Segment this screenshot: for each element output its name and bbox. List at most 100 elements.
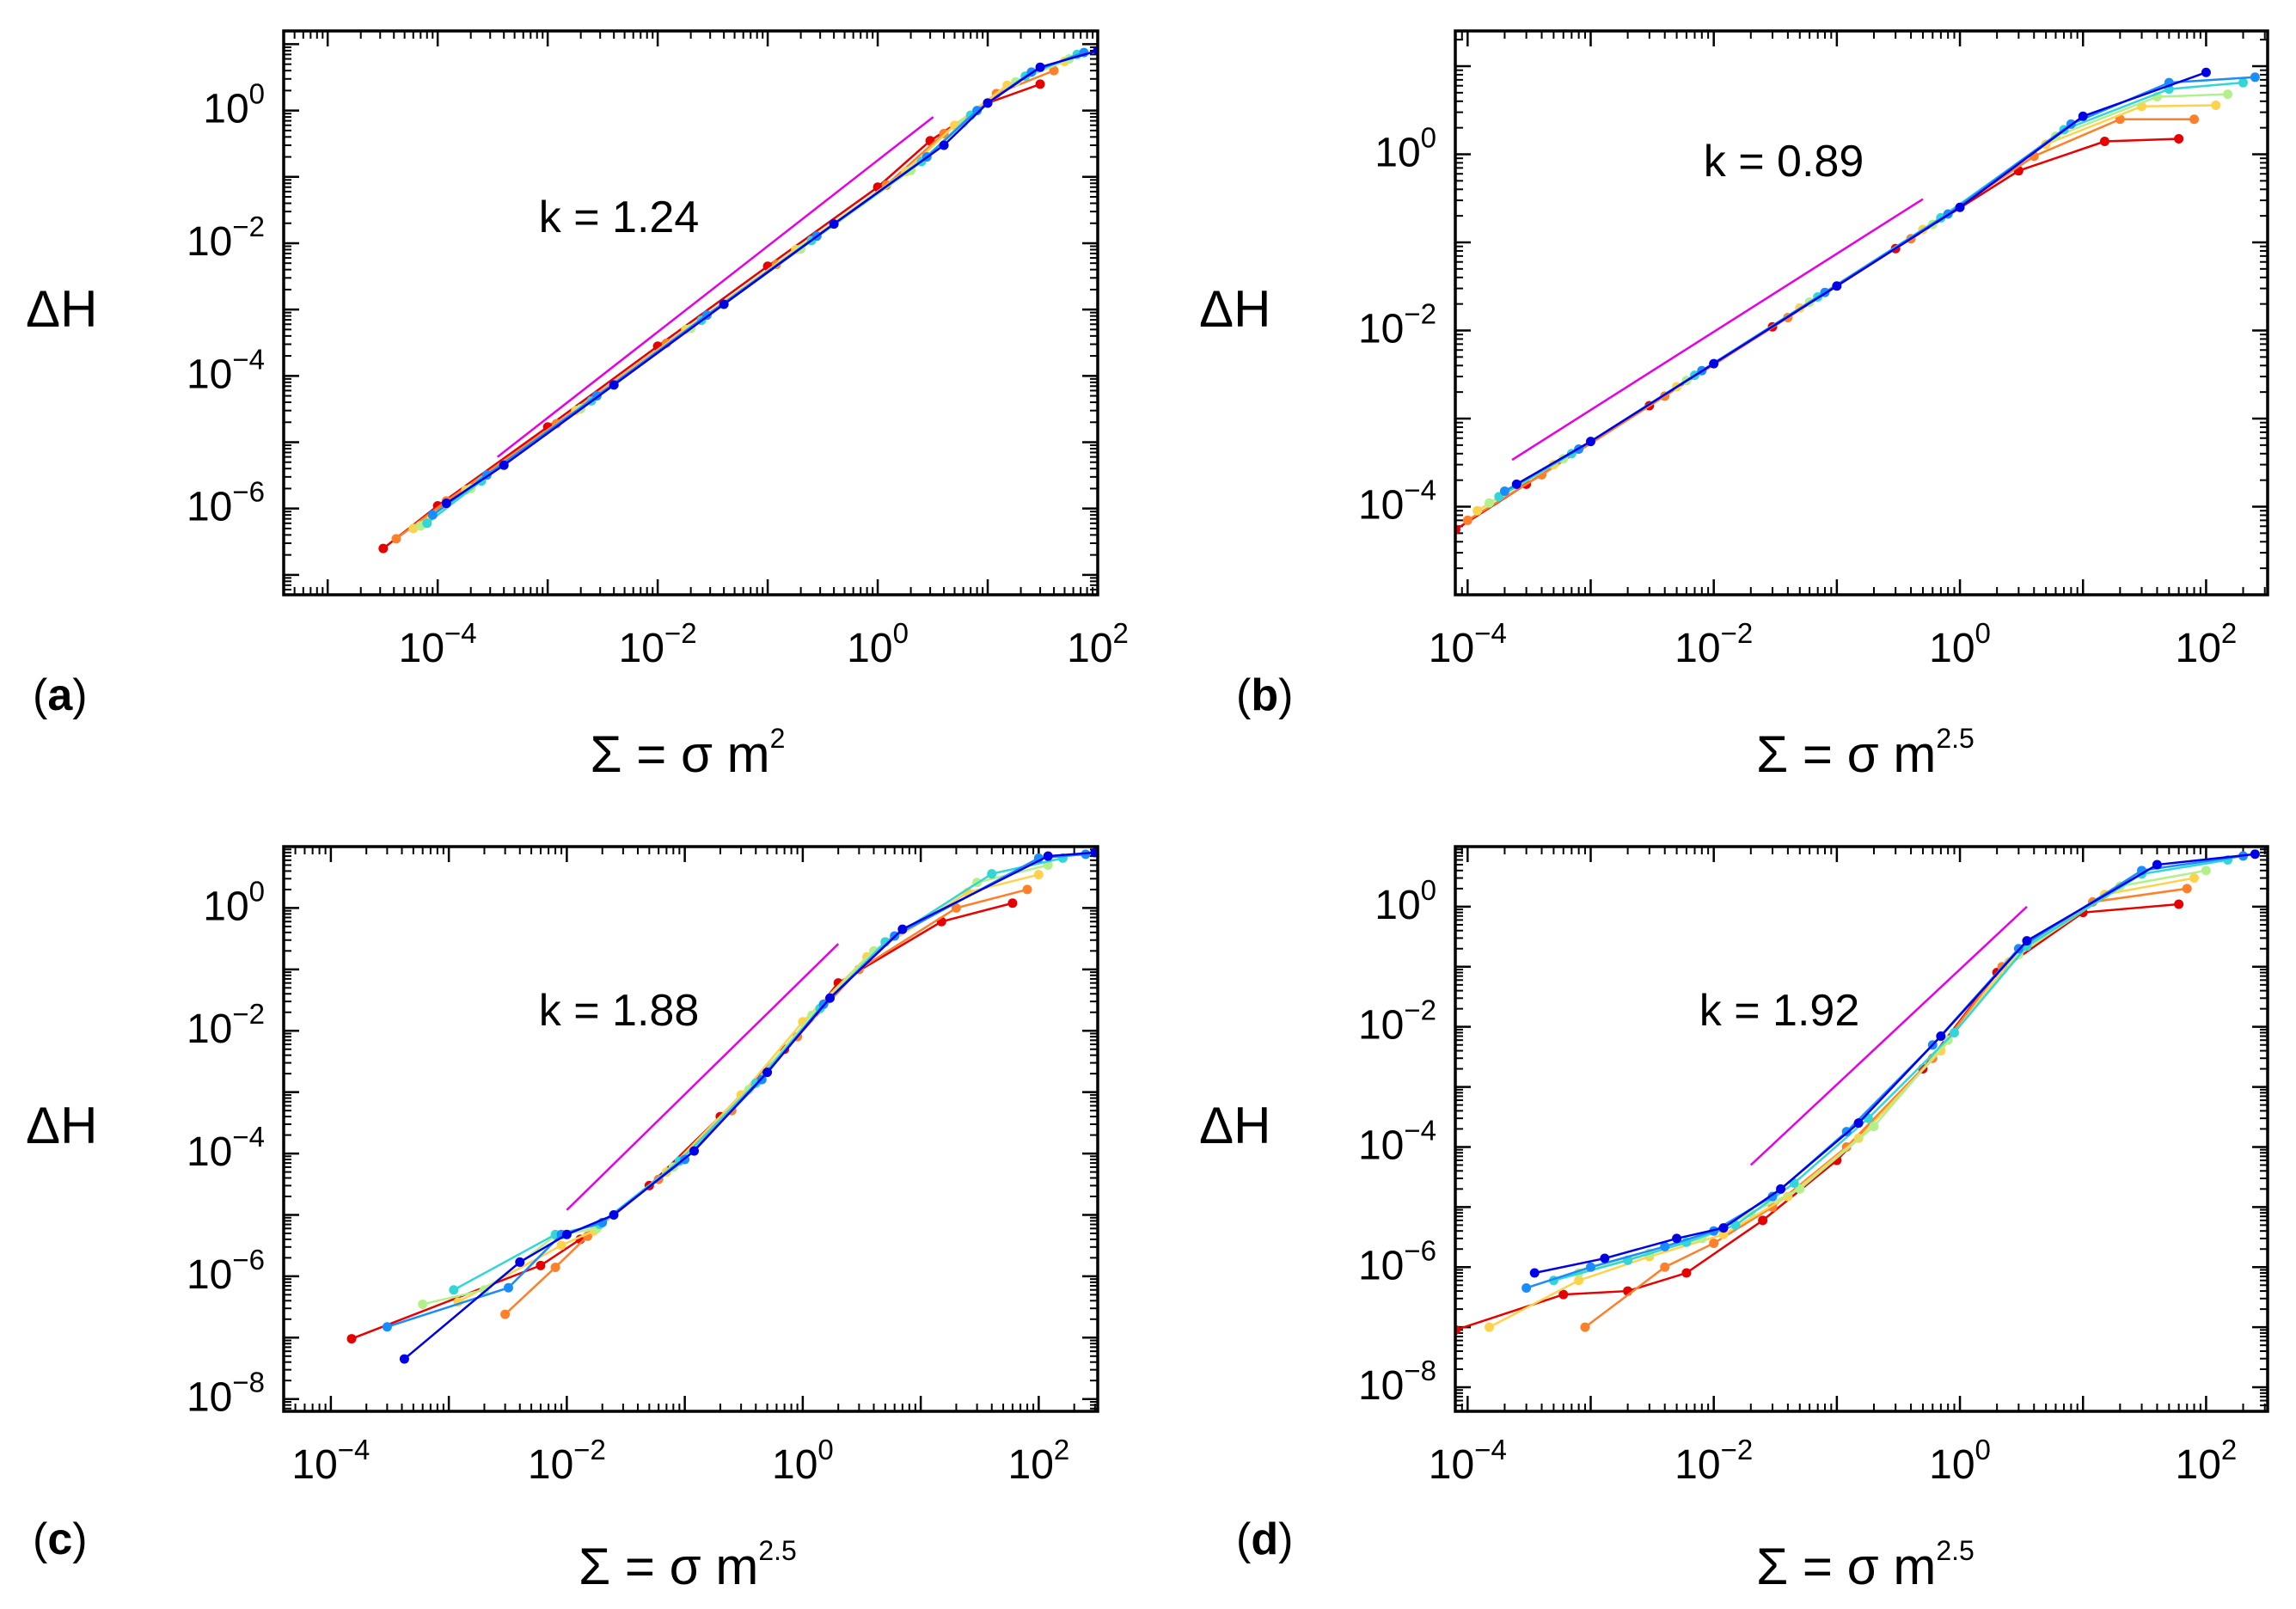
panel-c: 10−4 10−2 100 102 10−8 10−6 10−4 10−2 100 k = 1.8… bbox=[26, 845, 1099, 1595]
y-tick-label: 10−8 bbox=[1358, 1355, 1436, 1409]
series-s7 bbox=[399, 847, 1098, 1364]
data-point bbox=[346, 1334, 357, 1344]
series-s1 bbox=[1455, 133, 2184, 535]
minor-ticks bbox=[1454, 847, 2268, 1412]
data-point bbox=[2022, 936, 2032, 946]
slope-annotation: k = 0.89 bbox=[1704, 137, 1864, 187]
y-tick-label: 10−6 bbox=[187, 476, 265, 530]
data-point bbox=[1776, 1184, 1786, 1194]
series-s7 bbox=[441, 46, 1098, 509]
series-s6 bbox=[382, 849, 1091, 1332]
series-s1 bbox=[346, 898, 1018, 1344]
series-s5 bbox=[422, 49, 1082, 529]
series-line bbox=[1498, 81, 2244, 498]
data-point bbox=[550, 1262, 560, 1272]
series-s4 bbox=[415, 54, 1075, 531]
x-tick-label: 100 bbox=[847, 617, 909, 671]
x-tick-label: 102 bbox=[2176, 1434, 2238, 1488]
x-tick-label: 10−2 bbox=[528, 1434, 606, 1488]
y-tick-label: 100 bbox=[203, 875, 265, 929]
series-line bbox=[445, 49, 1098, 505]
data-point bbox=[1853, 1118, 1864, 1129]
data-point bbox=[939, 128, 949, 138]
series-s6 bbox=[1521, 851, 2249, 1293]
data-point bbox=[1499, 486, 1509, 496]
data-point bbox=[1730, 1220, 1741, 1230]
y-tick-label: 10−8 bbox=[187, 1367, 265, 1421]
data-point bbox=[2201, 866, 2211, 876]
x-tick-label: 10−2 bbox=[1675, 1434, 1753, 1488]
data-point bbox=[391, 534, 401, 544]
x-tick-label: 102 bbox=[2176, 617, 2238, 671]
data-point bbox=[561, 1229, 572, 1239]
data-point bbox=[1600, 1253, 1610, 1263]
data-point bbox=[2174, 899, 2184, 909]
series-line bbox=[1526, 854, 2244, 1289]
data-point bbox=[1681, 1268, 1692, 1278]
data-point bbox=[1869, 1122, 1879, 1132]
data-point bbox=[1462, 515, 1473, 525]
data-point bbox=[2189, 114, 2200, 125]
data-point bbox=[719, 299, 729, 309]
data-point bbox=[972, 106, 983, 116]
series-s6 bbox=[1499, 72, 2260, 496]
data-point bbox=[1949, 1027, 1959, 1037]
x-axis-label: Σ = σ m2.5 bbox=[1756, 723, 1975, 783]
data-point bbox=[2223, 89, 2233, 100]
series-s7 bbox=[1529, 849, 2260, 1278]
y-tick-label: 10−2 bbox=[187, 998, 265, 1052]
data-point bbox=[2099, 137, 2109, 147]
data-point bbox=[1672, 1233, 1682, 1244]
data-point bbox=[1936, 1031, 1946, 1042]
panel-label: (a) bbox=[33, 670, 88, 720]
y-tick-label: 100 bbox=[1375, 874, 1436, 928]
data-point bbox=[1955, 202, 1965, 212]
x-axis-label: Σ = σ m2 bbox=[591, 723, 786, 783]
data-point bbox=[515, 1257, 525, 1267]
series-line bbox=[1515, 71, 2207, 486]
x-tick-label: 102 bbox=[1067, 617, 1129, 671]
data-point bbox=[1033, 870, 1044, 880]
data-point bbox=[427, 510, 438, 520]
x-tick-label: 100 bbox=[772, 1434, 834, 1488]
data-point bbox=[1586, 1262, 1595, 1272]
data-point bbox=[1758, 1215, 1768, 1226]
x-tick-label: 10−2 bbox=[619, 617, 697, 671]
data-point bbox=[2174, 133, 2184, 144]
y-axis-label: ΔH bbox=[1199, 1097, 1270, 1154]
panel-b: 10−4 10−2 100 102 10−4 10−2 100 k = 0.89 ΔH Σ = σ… bbox=[1199, 29, 2269, 783]
data-point bbox=[2078, 111, 2088, 121]
series-line bbox=[1578, 869, 2207, 1275]
data-point bbox=[609, 1209, 619, 1220]
plot-frame bbox=[282, 29, 1099, 596]
data-point bbox=[2152, 860, 2162, 870]
x-tick-label: 100 bbox=[1929, 617, 1991, 671]
slope-annotation: k = 1.88 bbox=[539, 986, 699, 1036]
data-point bbox=[500, 1309, 511, 1319]
data-point bbox=[951, 902, 961, 913]
plot-frame bbox=[1454, 29, 2269, 596]
series-s5 bbox=[1494, 77, 2249, 502]
series-line bbox=[386, 853, 1087, 1328]
x-tick-label: 100 bbox=[1929, 1434, 1991, 1488]
data-point bbox=[378, 543, 389, 554]
series-s2 bbox=[500, 884, 1032, 1319]
y-tick-label: 10−2 bbox=[1358, 994, 1436, 1049]
data-point bbox=[609, 380, 619, 390]
data-point bbox=[2182, 884, 2192, 894]
series-s4 bbox=[418, 860, 1053, 1309]
data-point bbox=[1586, 437, 1595, 447]
fit-line bbox=[566, 943, 840, 1211]
slope-annotation: k = 1.92 bbox=[1699, 986, 1859, 1036]
series-line bbox=[403, 851, 1095, 1361]
data-point bbox=[897, 924, 908, 934]
data-point bbox=[1521, 1282, 1532, 1293]
data-point bbox=[1832, 281, 1842, 291]
data-point bbox=[1558, 1289, 1569, 1300]
x-tick-label: 10−4 bbox=[1429, 1434, 1507, 1488]
data-point bbox=[2250, 72, 2260, 83]
series-line bbox=[1553, 859, 2228, 1282]
data-point bbox=[422, 518, 432, 529]
fit-line bbox=[1511, 198, 1924, 462]
